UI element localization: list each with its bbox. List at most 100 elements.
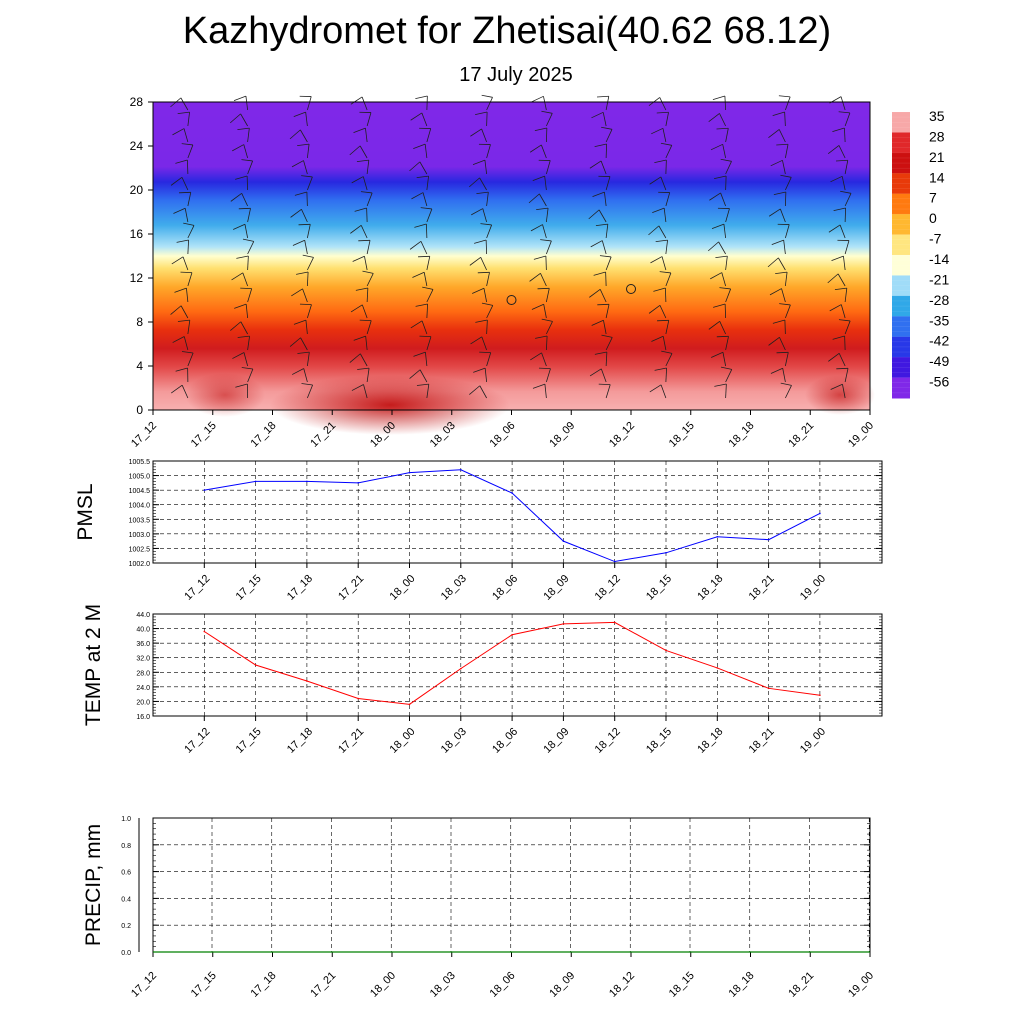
x-tick-label: 18_18 <box>695 573 725 603</box>
wind-barb <box>828 352 840 362</box>
wind-barb <box>659 271 671 274</box>
wind-barb <box>366 368 370 383</box>
x-tick-label: 18_00 <box>388 726 418 756</box>
wind-barb <box>245 96 249 111</box>
wind-barb <box>842 384 846 399</box>
wind-barb <box>785 177 792 191</box>
y-tick-label: 1003.5 <box>129 517 151 524</box>
wind-barb <box>481 302 493 306</box>
wind-barb <box>541 352 547 367</box>
wind-barb <box>530 352 542 361</box>
wind-barb <box>366 160 370 175</box>
y-tick-label: 1002.0 <box>129 561 151 568</box>
wind-barb <box>240 113 248 127</box>
wind-barb <box>598 209 607 223</box>
wind-barb <box>768 336 780 346</box>
wind-barb <box>658 225 667 239</box>
wind-barb <box>724 95 727 111</box>
wind-barb <box>480 257 487 271</box>
colorbar: 35 28 21 14 7 0 -7 -14 -21 -28 -35 -42 -49 -56 <box>892 108 949 399</box>
wind-barb <box>528 193 540 204</box>
wind-barb <box>482 208 488 223</box>
wind-barb <box>414 223 427 228</box>
wind-barb <box>605 129 613 143</box>
wind-barb <box>530 224 543 232</box>
wind-barb <box>297 143 310 147</box>
wind-barb <box>474 239 487 244</box>
wind-barb <box>231 272 244 281</box>
wind-barb <box>358 239 371 242</box>
wind-barb <box>361 304 368 319</box>
wind-barb <box>537 287 550 290</box>
wind-barb <box>233 95 247 101</box>
wind-barb <box>410 320 423 329</box>
y-tick-label: 0.4 <box>121 896 131 903</box>
wind-barb <box>542 224 547 239</box>
wind-barb <box>770 367 783 374</box>
wind-barb <box>592 191 605 197</box>
x-tick-label: 18_21 <box>747 573 777 603</box>
wind-barb <box>175 159 188 164</box>
x-tick-label: 18_12 <box>607 420 637 450</box>
wind-barb <box>648 225 660 236</box>
data-point <box>203 630 206 633</box>
wind-barb <box>775 271 788 275</box>
wind-barb <box>247 368 254 383</box>
wind-barb <box>653 287 666 292</box>
data-point <box>408 703 411 706</box>
x-tick-label: 17_21 <box>336 726 366 756</box>
wind-barb <box>778 257 786 271</box>
heatmap-warm-region <box>805 375 875 415</box>
wind-barb <box>779 303 791 306</box>
wind-barb <box>470 336 483 345</box>
data-point <box>357 697 360 700</box>
wind-barb <box>413 351 426 357</box>
wind-barb <box>179 191 191 194</box>
wind-barb <box>416 383 429 386</box>
y-tick-label: 40.0 <box>136 627 150 634</box>
wind-barb <box>480 223 492 226</box>
wind-barb <box>469 256 481 266</box>
wind-barb <box>304 240 308 255</box>
colorbar-segment <box>892 295 910 317</box>
colorbar-segment <box>892 234 910 256</box>
wind-barb <box>725 288 732 303</box>
wind-barb <box>479 351 491 354</box>
wind-barb <box>588 209 600 220</box>
wind-barb <box>176 239 189 243</box>
colorbar-label: 14 <box>929 169 945 185</box>
wind-barb <box>366 112 372 127</box>
wind-barb <box>360 191 373 194</box>
wind-barb <box>661 350 673 354</box>
colorbar-segment <box>892 357 910 379</box>
wind-barb <box>296 271 309 275</box>
y-tick-label: 0.0 <box>121 950 131 957</box>
wind-barb <box>598 383 611 386</box>
pmsl-panel: 1002.0 1002.5 1003.0 1003.5 1004.0 1004.5 1005… <box>74 459 883 603</box>
wind-barb <box>232 144 244 152</box>
wind-barb <box>778 95 791 98</box>
wind-barb <box>362 176 368 191</box>
wind-barb <box>725 256 728 271</box>
wind-barb <box>589 368 602 377</box>
wind-barb <box>484 368 488 383</box>
y-axis-label: PRECIP, mm <box>82 824 105 946</box>
wind-barb <box>247 208 251 223</box>
wind-barb <box>715 255 728 259</box>
wind-barb <box>174 287 187 293</box>
data-point <box>767 538 770 541</box>
wind-barb <box>650 256 663 264</box>
wind-barb <box>649 384 662 393</box>
wind-barb <box>539 193 547 207</box>
x-tick-label: 17_15 <box>189 420 219 450</box>
wind-barb <box>177 319 190 322</box>
x-tick-label: 17_12 <box>182 726 212 756</box>
wind-barb <box>591 319 604 326</box>
wind-barb <box>545 335 548 351</box>
wind-barb <box>426 289 434 303</box>
wind-barb <box>828 224 841 233</box>
wind-barb <box>422 192 428 207</box>
wind-barb <box>354 207 367 212</box>
wind-barb <box>409 240 422 250</box>
